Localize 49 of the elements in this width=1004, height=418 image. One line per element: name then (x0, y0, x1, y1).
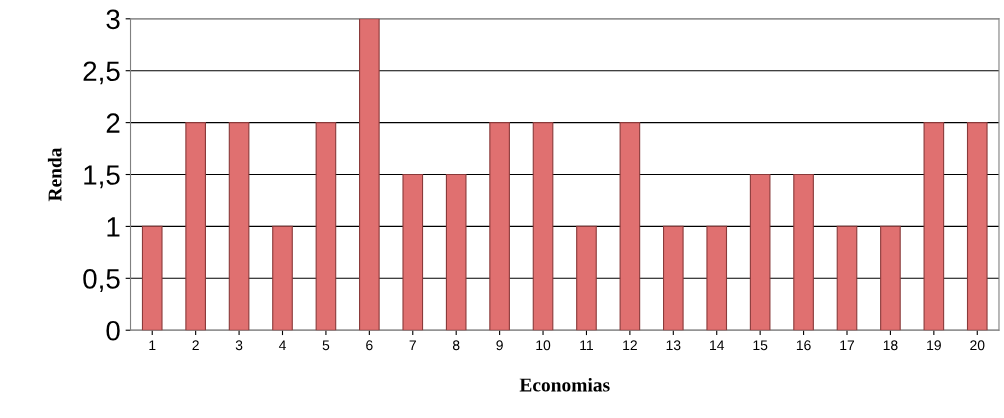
x-axis-title: Economias (519, 377, 610, 392)
bar (315, 122, 337, 331)
bar (141, 225, 163, 331)
y-axis-title: Renda (47, 147, 62, 202)
x-tick-label: 15 (753, 340, 768, 351)
bar (836, 225, 858, 331)
bar (489, 122, 510, 331)
x-tick-label: 9 (496, 340, 503, 351)
x-tick-label: 11 (580, 340, 593, 351)
bar (272, 225, 293, 331)
y-tick-label: 2 (106, 113, 120, 133)
bar (923, 122, 945, 331)
y-tick-label: 0,5 (83, 268, 120, 292)
x-tick-label: 19 (927, 340, 941, 351)
x-tick-label: 5 (322, 340, 330, 351)
x-tick-label: 16 (796, 340, 811, 351)
bar (619, 122, 641, 331)
y-tick-label: 1,5 (84, 165, 120, 189)
x-tick-label: 14 (710, 340, 725, 351)
x-tick-label: 10 (536, 340, 551, 351)
x-tick-label: 1 (149, 340, 156, 351)
bar (749, 173, 771, 331)
bar (402, 173, 424, 331)
bar (532, 122, 554, 331)
bar (228, 122, 250, 331)
bar (880, 225, 901, 331)
bar (662, 225, 684, 331)
x-tick-label: 13 (666, 340, 681, 351)
y-tick-label: 1 (107, 217, 120, 237)
bar (445, 173, 467, 331)
x-tick-label: 3 (235, 340, 243, 351)
y-tick-label: 3 (106, 9, 120, 30)
x-tick-label: 6 (366, 340, 373, 351)
bar (793, 173, 814, 331)
bar (966, 122, 988, 331)
x-tick-label: 20 (970, 340, 985, 351)
x-tick-label: 7 (409, 340, 416, 351)
x-tick-label: 2 (192, 340, 199, 351)
bar (359, 18, 380, 331)
x-tick-label: 18 (883, 340, 898, 351)
x-tick-label: 4 (278, 340, 286, 351)
x-tick-label: 17 (840, 340, 855, 351)
bar (706, 225, 728, 331)
bar (185, 122, 206, 331)
bar (576, 225, 597, 331)
y-tick-label: 2,5 (83, 61, 120, 85)
y-tick-label: 0 (106, 320, 120, 341)
x-tick-label: 8 (452, 340, 460, 351)
x-tick-label: 12 (623, 340, 637, 351)
